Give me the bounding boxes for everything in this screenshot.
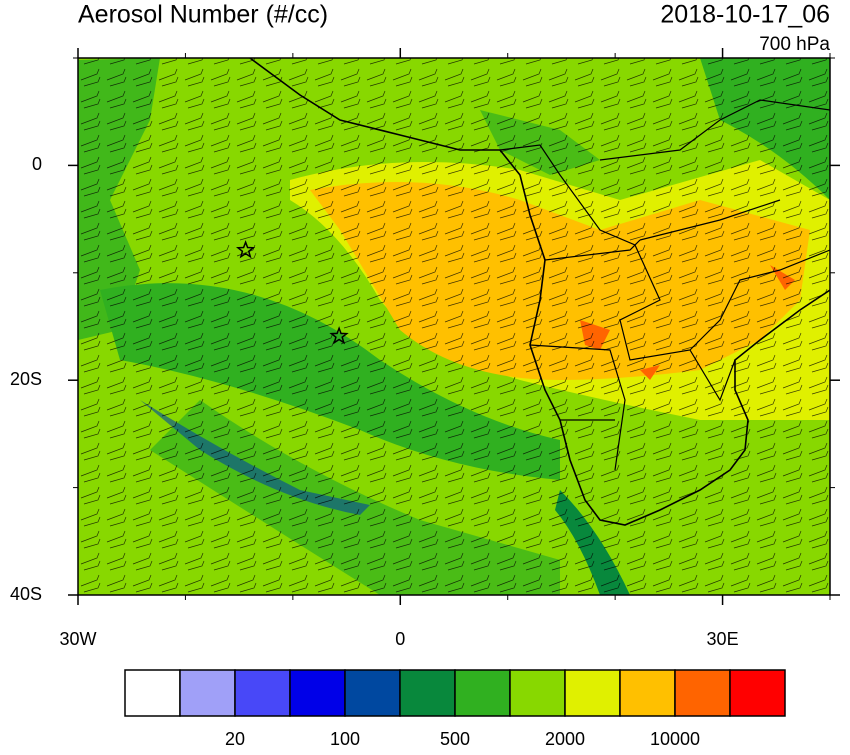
- x-tick-label: 0: [395, 629, 405, 649]
- colorbar-label: 2000: [545, 729, 585, 749]
- colorbar-box: [564, 669, 621, 717]
- site-marker: [329, 326, 349, 345]
- colorbar-box: [289, 669, 346, 717]
- colorbar-label: 10000: [650, 729, 700, 749]
- colorbar-label: 20: [225, 729, 245, 749]
- colorbar-box: [399, 669, 456, 717]
- colorbar-label: 500: [440, 729, 470, 749]
- colorbar-box: [179, 669, 236, 717]
- site-marker: [235, 240, 256, 259]
- x-tick-label: 30W: [59, 629, 96, 649]
- map-time: 2018-10-17_06: [660, 1, 830, 29]
- colorbar-label: 100: [330, 729, 360, 749]
- map-level: 700 hPa: [759, 34, 830, 55]
- y-tick-label: 20S: [10, 369, 42, 389]
- map-field: [78, 58, 830, 595]
- colorbar-box: [729, 669, 786, 717]
- colorbar-box: [509, 669, 566, 717]
- colorbar-box: [619, 669, 676, 717]
- colorbar-box: [674, 669, 731, 717]
- y-tick-label: 40S: [10, 584, 42, 604]
- colorbar-box: [344, 669, 401, 717]
- map-frame: [77, 57, 831, 596]
- colorbar-box: [124, 669, 181, 717]
- colorbar-box: [454, 669, 511, 717]
- x-tick-label: 30E: [707, 629, 739, 649]
- y-tick-label: 0: [32, 154, 42, 174]
- colorbar-box: [234, 669, 291, 717]
- map-title: Aerosol Number (#/cc): [78, 1, 328, 29]
